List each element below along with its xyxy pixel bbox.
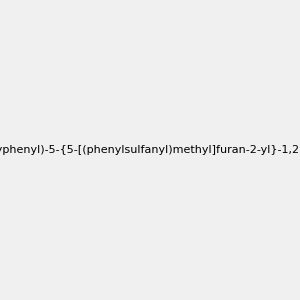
Text: 3-(4-methoxyphenyl)-5-{5-[(phenylsulfanyl)methyl]furan-2-yl}-1,2,4-oxadiazole: 3-(4-methoxyphenyl)-5-{5-[(phenylsulfany… — [0, 145, 300, 155]
